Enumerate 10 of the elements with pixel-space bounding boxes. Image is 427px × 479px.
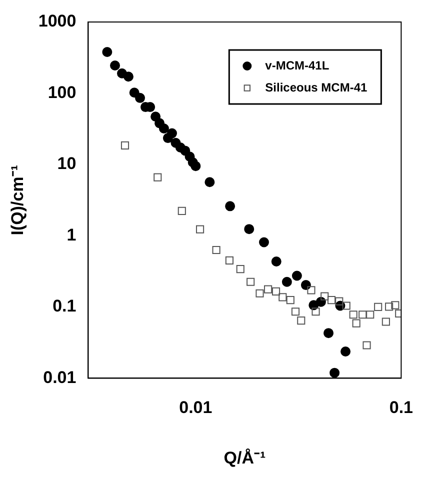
y-tick-label: 0.1 <box>52 296 76 316</box>
y-tick-label: 1000 <box>38 12 76 31</box>
y-tick-label: 10 <box>57 154 76 174</box>
y-axis-title: I(Q)/cm⁻¹ <box>8 164 27 236</box>
y-tick-label: 100 <box>48 82 76 102</box>
x-axis-title: Q/Å⁻¹ <box>224 448 266 468</box>
legend-label: Siliceous MCM-41 <box>265 80 368 94</box>
legend-label: v-MCM-41L <box>265 58 330 72</box>
y-tick-label: 1 <box>66 225 76 244</box>
y-tick-label: 0.01 <box>43 368 76 387</box>
